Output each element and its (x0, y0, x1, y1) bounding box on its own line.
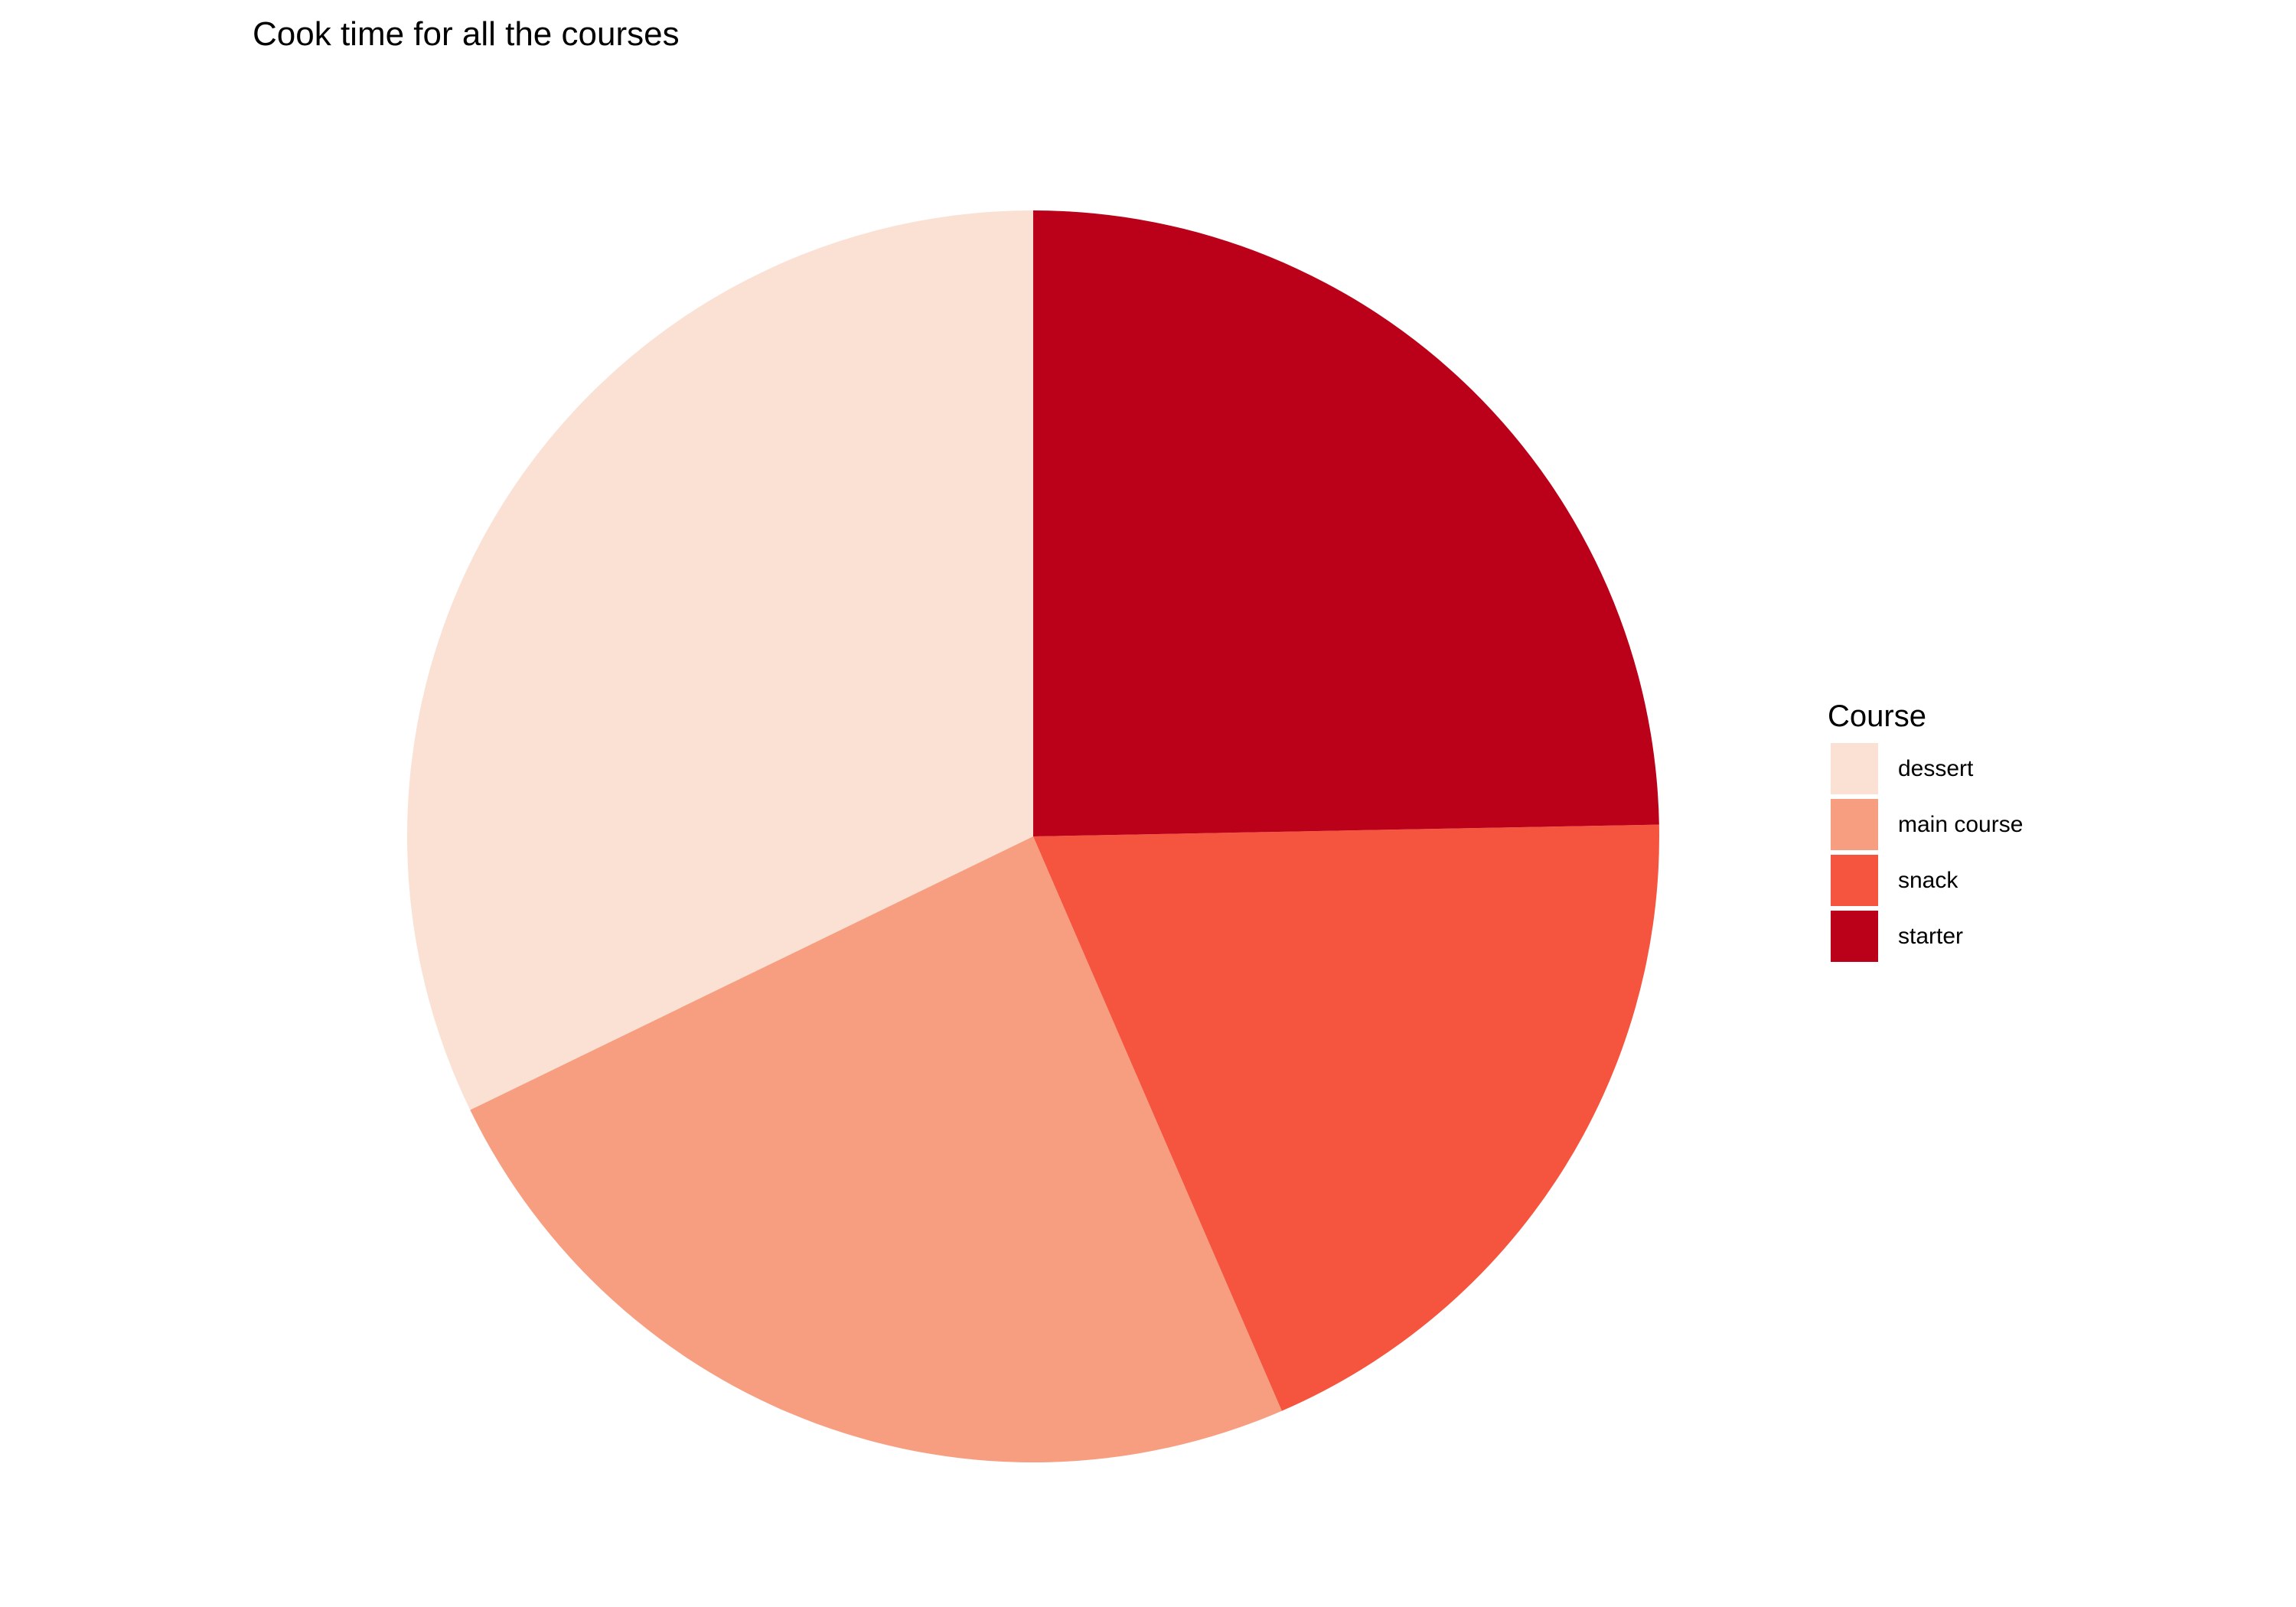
legend-title: Course (1828, 699, 1926, 733)
pie-slices (407, 210, 1659, 1462)
legend-item-dessert: dessert (1828, 741, 2023, 797)
legend-label: snack (1898, 867, 1958, 893)
legend-item-snack: snack (1828, 852, 2023, 908)
legend-label: main course (1898, 811, 2024, 837)
pie-slice-snack (1033, 824, 1659, 1411)
legend-swatch (1831, 799, 1878, 850)
legend-items: dessert main course snack starter (1828, 741, 2023, 964)
pie-slice-main-course (470, 836, 1282, 1462)
legend-swatch (1831, 855, 1878, 906)
legend-label: starter (1898, 923, 1964, 949)
pie-slice-starter (1033, 210, 1659, 836)
chart-title: Cook time for all the courses (253, 15, 680, 53)
pie-slice-dessert (407, 210, 1033, 1110)
legend: Course dessert main course snack starter (1828, 695, 2023, 964)
legend-item-starter: starter (1828, 908, 2023, 964)
legend-label: dessert (1898, 755, 1974, 781)
legend-item-main-course: main course (1828, 797, 2023, 852)
legend-swatch (1831, 911, 1878, 962)
legend-swatch (1831, 743, 1878, 794)
